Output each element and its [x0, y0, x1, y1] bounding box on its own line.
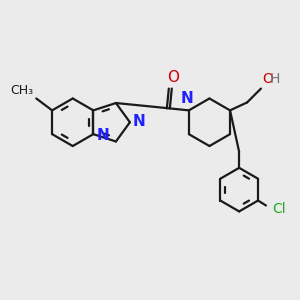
Text: N: N	[181, 92, 193, 106]
Text: H: H	[270, 72, 280, 86]
Text: Cl: Cl	[272, 202, 286, 216]
Text: O: O	[262, 72, 273, 86]
Text: N: N	[133, 114, 146, 129]
Text: N: N	[96, 128, 109, 142]
Text: CH₃: CH₃	[10, 83, 33, 97]
Text: O: O	[167, 70, 179, 85]
